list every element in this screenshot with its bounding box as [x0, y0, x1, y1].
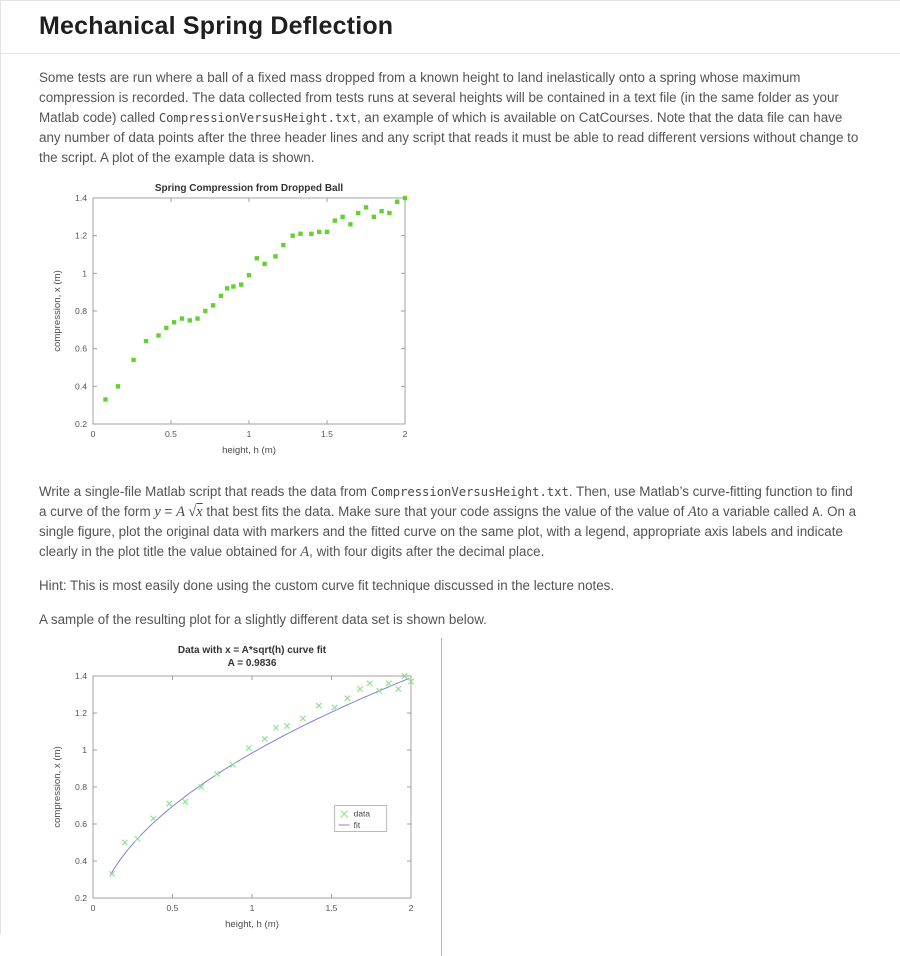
svg-text:1: 1	[82, 268, 87, 278]
fitted-curve-chart: 0 0.5 1 1.5 2 0.2 0.4 0.6 0.8 1 1.2 1.4 height, h (m…	[49, 642, 441, 942]
svg-text:fit: fit	[354, 820, 361, 830]
fitted-curve-chart-svg: 0 0.5 1 1.5 2 0.2 0.4 0.6 0.8 1 1.2 1.4 height, h (m…	[52, 645, 415, 930]
hint-paragraph: Hint: This is most easily done using the…	[39, 578, 615, 593]
svg-text:1.5: 1.5	[321, 429, 333, 439]
svg-text:0.4: 0.4	[75, 856, 87, 866]
task-paragraph: Write a single-file Matlab script that r…	[39, 484, 857, 560]
svg-text:Data with x = A*sqrt(h) curve: Data with x = A*sqrt(h) curve fit	[178, 645, 327, 656]
svg-text:0.8: 0.8	[75, 782, 87, 792]
svg-text:data: data	[354, 809, 371, 819]
svg-text:1: 1	[247, 429, 252, 439]
svg-text:1: 1	[82, 745, 87, 755]
svg-text:0: 0	[91, 429, 96, 439]
intro-paragraph: Some tests are run where a ball of a fix…	[39, 70, 859, 165]
svg-text:height, h (m): height, h (m)	[222, 445, 276, 456]
svg-text:1.4: 1.4	[75, 193, 87, 203]
svg-text:A = 0.9836: A = 0.9836	[228, 658, 277, 669]
svg-text:0.4: 0.4	[75, 381, 87, 391]
svg-text:1.5: 1.5	[326, 903, 338, 913]
svg-text:Spring Compression from Droppe: Spring Compression from Dropped Ball	[155, 183, 344, 194]
svg-text:0.2: 0.2	[75, 419, 87, 429]
figure-sample-result: 0 0.5 1 1.5 2 0.2 0.4 0.6 0.8 1 1.2 1.4 height, h (m…	[39, 638, 442, 956]
svg-text:0.8: 0.8	[75, 306, 87, 316]
svg-text:0.5: 0.5	[167, 903, 179, 913]
svg-text:1.4: 1.4	[75, 671, 87, 681]
title-divider	[1, 53, 900, 54]
svg-text:0.2: 0.2	[75, 893, 87, 903]
example-data-chart: 0 0.5 1 1.5 2 0.2 0.4 0.6 0.8 1 1.2 1.4 height, h (m…	[49, 180, 862, 468]
svg-text:compression, x (m): compression, x (m)	[52, 746, 63, 828]
svg-text:2: 2	[403, 429, 408, 439]
svg-text:0: 0	[91, 903, 96, 913]
svg-text:0.6: 0.6	[75, 344, 87, 354]
svg-text:1.2: 1.2	[75, 708, 87, 718]
sample-paragraph: A sample of the resulting plot for a sli…	[39, 612, 487, 627]
figure-example-data: 0 0.5 1 1.5 2 0.2 0.4 0.6 0.8 1 1.2 1.4 height, h (m…	[49, 180, 862, 468]
svg-text:height, h (m): height, h (m)	[225, 919, 279, 930]
example-data-chart-svg: 0 0.5 1 1.5 2 0.2 0.4 0.6 0.8 1 1.2 1.4 height, h (m…	[52, 183, 408, 456]
svg-text:compression, x (m): compression, x (m)	[52, 270, 63, 352]
svg-text:0.5: 0.5	[165, 429, 177, 439]
page-title: Mechanical Spring Deflection	[39, 12, 394, 40]
svg-text:1.2: 1.2	[75, 231, 87, 241]
svg-text:0.6: 0.6	[75, 819, 87, 829]
svg-text:2: 2	[409, 903, 414, 913]
svg-text:1: 1	[250, 903, 255, 913]
